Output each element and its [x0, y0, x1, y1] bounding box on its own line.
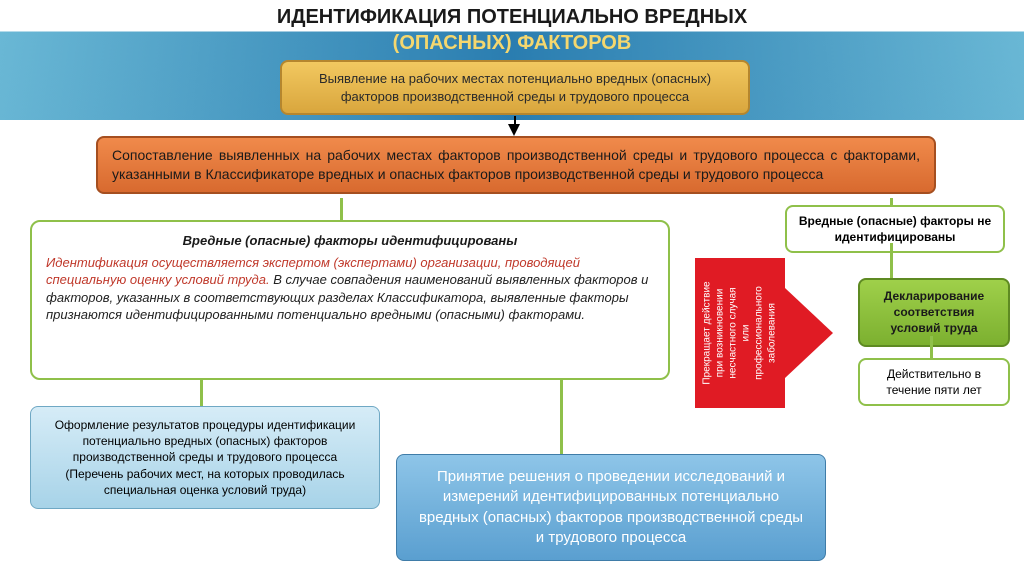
connector [890, 243, 893, 279]
box-identified: Вредные (опасные) факторы идентифицирова… [30, 220, 670, 380]
red-arrow-body: Прекращает действиепри возникновениинесч… [695, 258, 785, 408]
box-results-registration: Оформление результатов процедуры идентиф… [30, 406, 380, 509]
connector [340, 198, 343, 220]
arrow-down-icon [508, 124, 520, 136]
connector [560, 380, 563, 454]
red-arrow-head-icon [785, 288, 833, 378]
red-arrow-text: Прекращает действиепри возникновениинесч… [701, 281, 779, 384]
box-validity: Действительно в течение пяти лет [858, 358, 1010, 406]
box-not-identified: Вредные (опасные) факторы не идентифицир… [785, 205, 1005, 253]
box-declaration: Декларирование соответствия условий труд… [858, 278, 1010, 347]
red-arrow-block: Прекращает действиепри возникновениинесч… [695, 258, 825, 408]
box-comparison: Сопоставление выявленных на рабочих мест… [96, 136, 936, 194]
identified-header: Вредные (опасные) факторы идентифицирова… [46, 232, 654, 250]
page-subtitle: (ОПАСНЫХ) ФАКТОРОВ [0, 32, 1024, 55]
box-identification-start: Выявление на рабочих местах потенциально… [280, 60, 750, 115]
connector [930, 336, 933, 358]
box-decision: Принятие решения о проведении исследован… [396, 454, 826, 561]
connector [200, 380, 203, 408]
page-title: ИДЕНТИФИКАЦИЯ ПОТЕНЦИАЛЬНО ВРЕДНЫХ [0, 6, 1024, 29]
